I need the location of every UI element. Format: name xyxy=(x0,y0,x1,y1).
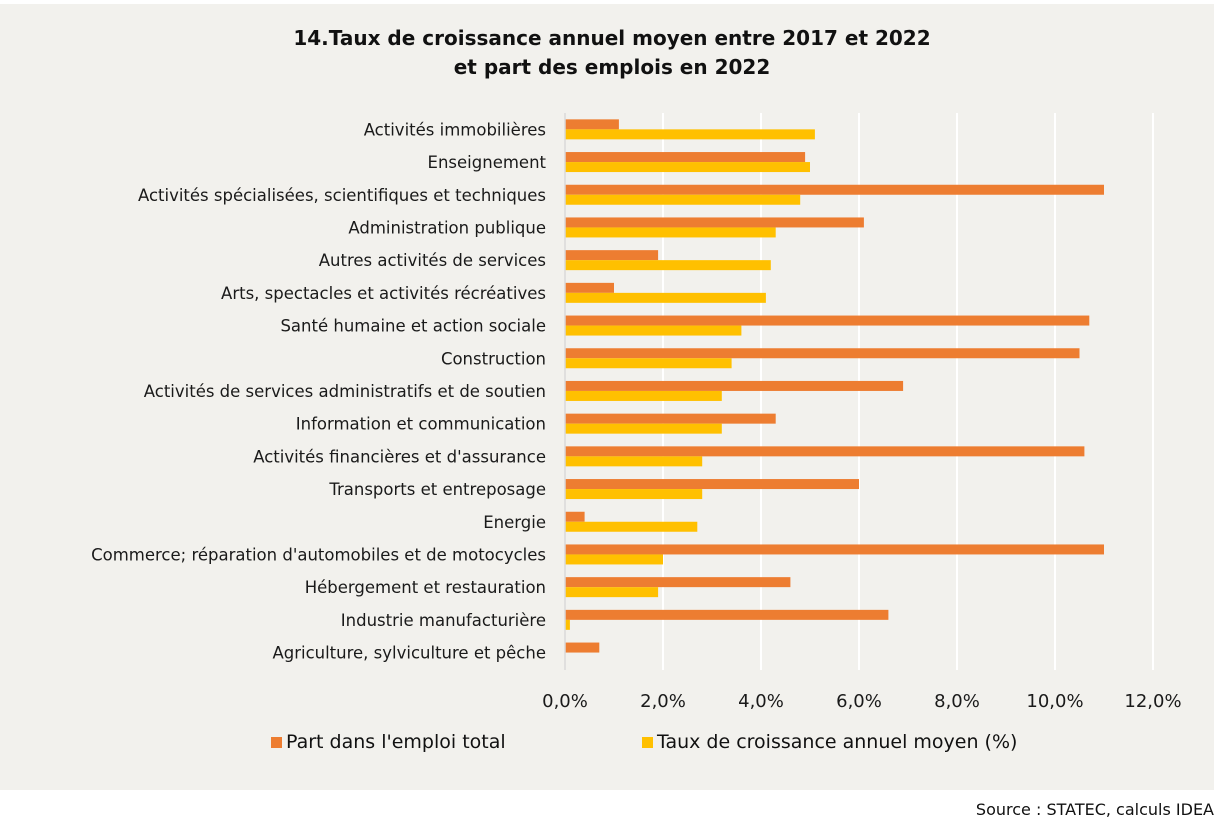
bar-part-emploi xyxy=(565,413,776,424)
legend-swatch-orange xyxy=(271,736,282,748)
category-label: Energie xyxy=(483,513,546,532)
bar-part-emploi xyxy=(565,609,889,620)
category-label: Santé humaine et action sociale xyxy=(280,317,546,336)
bar-taux-croissance xyxy=(565,489,703,500)
x-tick-label: 0,0% xyxy=(542,691,588,712)
legend-label-taux-croissance: Taux de croissance annuel moyen (%) xyxy=(657,731,1018,753)
bar-part-emploi xyxy=(565,446,1085,457)
source-note: Source : STATEC, calculs IDEA xyxy=(975,800,1214,819)
category-label: Commerce; réparation d'automobiles et de… xyxy=(91,545,546,564)
bar-taux-croissance xyxy=(565,423,722,434)
bar-taux-croissance xyxy=(565,292,766,303)
bar-part-emploi xyxy=(565,282,614,293)
bars xyxy=(565,119,1104,653)
bar-taux-croissance xyxy=(565,227,776,238)
category-label: Activités immobilières xyxy=(364,120,546,139)
x-tick-label: 12,0% xyxy=(1124,691,1181,712)
bar-part-emploi xyxy=(565,348,1080,359)
bar-part-emploi xyxy=(565,250,659,261)
category-label: Information et communication xyxy=(296,415,546,434)
category-label: Agriculture, sylviculture et pêche xyxy=(272,644,546,663)
bar-taux-croissance xyxy=(565,554,663,565)
x-tick-label: 4,0% xyxy=(738,691,784,712)
legend-item-taux-croissance: Taux de croissance annuel moyen (%) xyxy=(642,731,1017,753)
bar-taux-croissance xyxy=(565,162,810,173)
bar-taux-croissance xyxy=(565,619,570,630)
bar-taux-croissance xyxy=(565,358,732,369)
category-label: Autres activités de services xyxy=(319,251,546,270)
x-tick-label: 10,0% xyxy=(1026,691,1083,712)
category-label: Administration publique xyxy=(348,218,546,237)
chart-title: 14.Taux de croissance annuel moyen entre… xyxy=(0,24,1224,82)
category-label: Activités de services administratifs et … xyxy=(144,382,546,401)
category-label: Arts, spectacles et activités récréative… xyxy=(221,284,546,303)
chart-title-line-1: 14.Taux de croissance annuel moyen entre… xyxy=(293,26,931,50)
bar-taux-croissance xyxy=(565,521,698,532)
legend-item-part-emploi: Part dans l'emploi total xyxy=(271,731,506,753)
category-label: Construction xyxy=(441,349,546,368)
category-label: Industrie manufacturière xyxy=(341,611,546,630)
legend-swatch-yellow xyxy=(642,736,653,748)
bar-part-emploi xyxy=(565,642,600,653)
category-label: Enseignement xyxy=(428,153,547,172)
bar-taux-croissance xyxy=(565,325,742,336)
bar-part-emploi xyxy=(565,315,1090,326)
category-label: Transports et entreposage xyxy=(328,480,546,499)
bar-part-emploi xyxy=(565,511,585,522)
x-axis-tick-labels: 0,0% 2,0% 4,0% 6,0% 8,0% 10,0% 12,0% xyxy=(542,691,1181,712)
bar-part-emploi xyxy=(565,184,1104,195)
bar-part-emploi xyxy=(565,479,859,490)
x-tick-label: 8,0% xyxy=(934,691,980,712)
bar-part-emploi xyxy=(565,217,864,228)
category-labels: Activités immobilières Enseignement Activi… xyxy=(91,120,546,662)
bar-taux-croissance xyxy=(565,260,771,271)
legend-label-part-emploi: Part dans l'emploi total xyxy=(286,731,506,753)
bar-taux-croissance xyxy=(565,194,801,205)
x-tick-label: 2,0% xyxy=(640,691,686,712)
bar-taux-croissance xyxy=(565,129,815,140)
bar-part-emploi xyxy=(565,119,619,130)
chart-title-line-2: et part des emplois en 2022 xyxy=(453,55,771,79)
x-tick-label: 6,0% xyxy=(836,691,882,712)
category-label: Activités spécialisées, scientifiques et… xyxy=(138,186,546,205)
bar-taux-croissance xyxy=(565,390,722,401)
bar-part-emploi xyxy=(565,152,806,163)
bar-taux-croissance xyxy=(565,456,703,467)
category-label: Activités financières et d'assurance xyxy=(253,447,546,466)
bar-part-emploi xyxy=(565,577,791,588)
bar-part-emploi xyxy=(565,380,904,391)
bar-part-emploi xyxy=(565,544,1104,555)
category-label: Hébergement et restauration xyxy=(305,578,546,597)
bar-taux-croissance xyxy=(565,587,659,598)
